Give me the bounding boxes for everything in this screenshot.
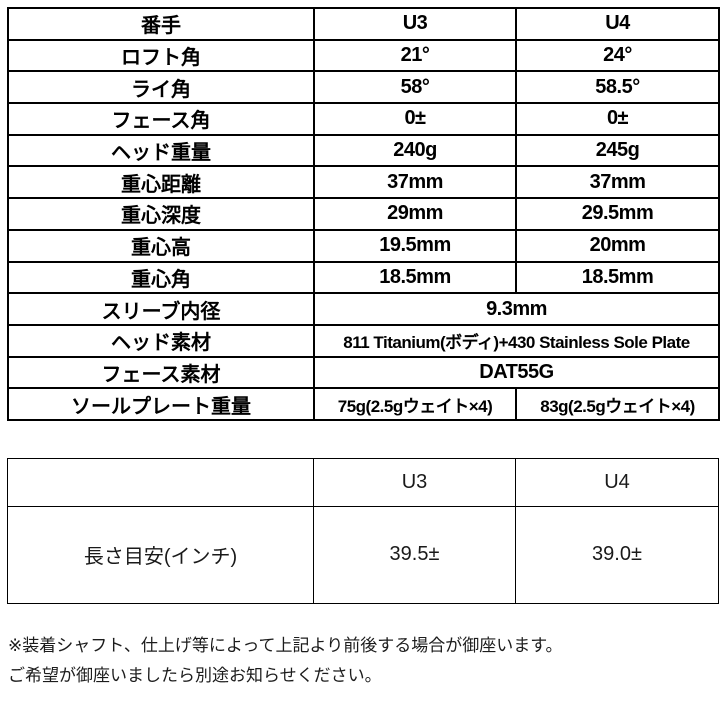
spec-label-cg-distance: 重心距離 bbox=[7, 165, 315, 200]
spec-row-club-number: 番手 U3 U4 bbox=[7, 7, 720, 41]
length-header-blank bbox=[7, 457, 314, 507]
spec-label-sole-plate-weight: ソールプレート重量 bbox=[7, 387, 315, 421]
spec-row-loft: ロフト角 21° 24° bbox=[7, 38, 720, 73]
spec-value-head-material: 811 Titanium(ボディ)+430 Stainless Sole Pla… bbox=[313, 323, 720, 358]
spec-value-head-weight-u3: 240g bbox=[313, 133, 517, 168]
length-header-u4: U4 bbox=[515, 457, 719, 507]
club-spec-table: 番手 U3 U4 ロフト角 21° 24° ライ角 58° 58.5° フェース… bbox=[7, 7, 720, 421]
spec-value-lie-u4: 58.5° bbox=[515, 70, 720, 105]
spec-label-head-weight: ヘッド重量 bbox=[7, 133, 315, 168]
spec-value-cg-distance-u3: 37mm bbox=[313, 165, 517, 200]
spec-label-cg-height: 重心高 bbox=[7, 228, 315, 263]
spec-value-loft-u3: 21° bbox=[313, 38, 517, 73]
spec-label-face-material: フェース素材 bbox=[7, 355, 315, 390]
spec-value-sleeve-diameter: 9.3mm bbox=[313, 292, 720, 326]
length-guide-table: U3 U4 長さ目安(インチ) 39.5± 39.0± bbox=[7, 457, 719, 604]
spec-value-club-number-u3: U3 bbox=[313, 7, 517, 41]
length-value-u3: 39.5± bbox=[313, 505, 516, 604]
spec-label-cg-angle: 重心角 bbox=[7, 260, 315, 295]
spec-value-cg-height-u3: 19.5mm bbox=[313, 228, 517, 263]
spec-row-cg-depth: 重心深度 29mm 29.5mm bbox=[7, 197, 720, 231]
length-header-row: U3 U4 bbox=[7, 457, 719, 507]
spec-value-sole-plate-weight-u4: 83g(2.5gウェイト×4) bbox=[515, 387, 720, 421]
length-label: 長さ目安(インチ) bbox=[7, 505, 314, 604]
spec-value-cg-depth-u3: 29mm bbox=[313, 197, 517, 231]
spec-value-club-number-u4: U4 bbox=[515, 7, 720, 41]
spec-row-face-angle: フェース角 0± 0± bbox=[7, 102, 720, 136]
spec-label-cg-depth: 重心深度 bbox=[7, 197, 315, 231]
spec-row-cg-height: 重心高 19.5mm 20mm bbox=[7, 228, 720, 263]
spec-value-cg-height-u4: 20mm bbox=[515, 228, 720, 263]
spec-value-face-angle-u3: 0± bbox=[313, 102, 517, 136]
spec-label-face-angle: フェース角 bbox=[7, 102, 315, 136]
spec-label-loft: ロフト角 bbox=[7, 38, 315, 73]
footnotes: ※装着シャフト、仕上げ等によって上記より前後する場合が御座います。 ご希望が御座… bbox=[8, 631, 724, 691]
spec-row-head-weight: ヘッド重量 240g 245g bbox=[7, 133, 720, 168]
spec-row-sleeve-diameter: スリーブ内径 9.3mm bbox=[7, 292, 720, 326]
spec-row-cg-distance: 重心距離 37mm 37mm bbox=[7, 165, 720, 200]
spec-value-head-weight-u4: 245g bbox=[515, 133, 720, 168]
spec-value-sole-plate-weight-u3: 75g(2.5gウェイト×4) bbox=[313, 387, 517, 421]
spec-label-club-number: 番手 bbox=[7, 7, 315, 41]
spec-value-face-angle-u4: 0± bbox=[515, 102, 720, 136]
length-data-row: 長さ目安(インチ) 39.5± 39.0± bbox=[7, 505, 719, 604]
spec-row-lie: ライ角 58° 58.5° bbox=[7, 70, 720, 105]
spec-label-lie: ライ角 bbox=[7, 70, 315, 105]
spec-value-cg-angle-u4: 18.5mm bbox=[515, 260, 720, 295]
length-header-u3: U3 bbox=[313, 457, 516, 507]
spec-value-cg-depth-u4: 29.5mm bbox=[515, 197, 720, 231]
spec-value-cg-distance-u4: 37mm bbox=[515, 165, 720, 200]
spec-label-head-material: ヘッド素材 bbox=[7, 323, 315, 358]
spec-value-face-material: DAT55G bbox=[313, 355, 720, 390]
spec-row-sole-plate-weight: ソールプレート重量 75g(2.5gウェイト×4) 83g(2.5gウェイト×4… bbox=[7, 387, 720, 421]
length-value-u4: 39.0± bbox=[515, 505, 719, 604]
footnote-line-1: ※装着シャフト、仕上げ等によって上記より前後する場合が御座います。 bbox=[8, 635, 563, 655]
spec-row-head-material: ヘッド素材 811 Titanium(ボディ)+430 Stainless So… bbox=[7, 323, 720, 358]
footnote-line-2: ご希望が御座いましたら別途お知らせください。 bbox=[8, 665, 382, 685]
spec-row-face-material: フェース素材 DAT55G bbox=[7, 355, 720, 390]
spec-label-sleeve-diameter: スリーブ内径 bbox=[7, 292, 315, 326]
spec-value-loft-u4: 24° bbox=[515, 38, 720, 73]
spec-value-cg-angle-u3: 18.5mm bbox=[313, 260, 517, 295]
spec-row-cg-angle: 重心角 18.5mm 18.5mm bbox=[7, 260, 720, 295]
spec-value-lie-u3: 58° bbox=[313, 70, 517, 105]
